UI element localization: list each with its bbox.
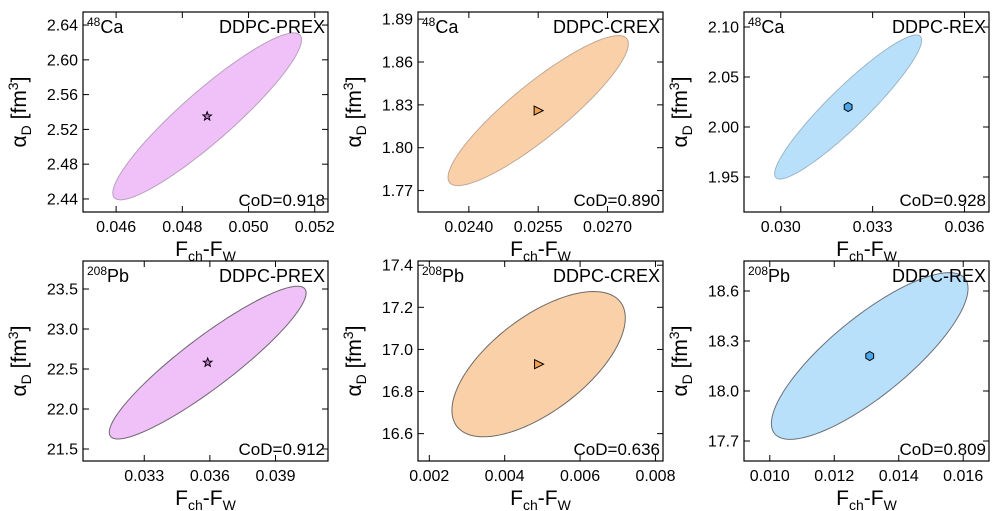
y-axis-label: αD [fm3] bbox=[666, 77, 695, 148]
y-tick-label: 23.0 bbox=[47, 322, 78, 339]
cod-label: CoD=0.918 bbox=[239, 191, 325, 210]
cod-label: CoD=0.636 bbox=[574, 440, 660, 459]
y-tick-label: 1.77 bbox=[382, 183, 413, 200]
y-tick-label: 22.0 bbox=[47, 402, 78, 419]
x-tick-label: 0.010 bbox=[750, 468, 790, 485]
nucleus-label: 48Ca bbox=[87, 15, 124, 37]
y-tick-label: 1.80 bbox=[382, 140, 413, 157]
y-tick-label: 1.86 bbox=[382, 55, 413, 72]
x-tick-label: 0.046 bbox=[96, 219, 136, 236]
center-marker bbox=[201, 110, 213, 122]
y-tick-label: 23.5 bbox=[47, 282, 78, 299]
y-tick-label: 2.64 bbox=[47, 18, 78, 35]
y-tick-label: 2.60 bbox=[47, 52, 78, 69]
model-label: DDPC-REX bbox=[892, 17, 986, 37]
x-tick-label: 0.033 bbox=[124, 468, 164, 485]
y-tick-label: 1.95 bbox=[708, 170, 739, 187]
x-tick-label: 0.052 bbox=[295, 219, 335, 236]
center-marker bbox=[843, 101, 853, 113]
model-label: DDPC-PREX bbox=[219, 17, 325, 37]
model-label: DDPC-CREX bbox=[553, 17, 660, 37]
nucleus-label: 48Ca bbox=[748, 15, 785, 37]
y-tick-label: 1.89 bbox=[382, 12, 413, 29]
chart-panel-2: 0.0240 0.0255 0.0270 1.77 1.80 1.83 1.86 1.89 Fc… bbox=[340, 11, 664, 264]
x-tick-label: 0.039 bbox=[255, 468, 295, 485]
chart-panel-6: 0.010 0.012 0.014 0.016 17.7 18.0 18.3 18.6 Fch-… bbox=[666, 260, 990, 511]
cod-label: CoD=0.928 bbox=[900, 191, 986, 210]
y-tick-label: 22.5 bbox=[47, 362, 78, 379]
plot-frame bbox=[743, 11, 990, 213]
y-tick-label: 16.8 bbox=[382, 384, 413, 401]
cod-label: CoD=0.912 bbox=[239, 440, 325, 459]
y-tick-label: 17.2 bbox=[382, 300, 413, 317]
y-tick-label: 18.6 bbox=[708, 284, 739, 301]
x-axis-label: Fch-FW bbox=[510, 238, 571, 264]
y-tick-label: 1.83 bbox=[382, 97, 413, 114]
y-axis-label: αD [fm3] bbox=[5, 326, 34, 397]
nucleus-label: 208Pb bbox=[422, 264, 464, 286]
model-label: DDPC-REX bbox=[892, 266, 986, 286]
model-label: DDPC-CREX bbox=[553, 266, 660, 286]
cod-label: CoD=0.809 bbox=[900, 440, 986, 459]
y-tick-label: 21.5 bbox=[47, 442, 78, 459]
x-tick-label: 0.036 bbox=[944, 219, 984, 236]
y-axis-label: αD [fm3] bbox=[5, 77, 34, 148]
x-tick-label: 0.008 bbox=[635, 468, 675, 485]
chart-panel-4: 0.033 0.036 0.039 21.5 22.0 22.5 23.0 23.5 Fch-F… bbox=[5, 260, 329, 511]
x-tick-label: 0.006 bbox=[560, 468, 600, 485]
x-tick-label: 0.030 bbox=[761, 219, 801, 236]
y-tick-label: 17.7 bbox=[708, 434, 739, 451]
center-marker bbox=[533, 105, 545, 116]
x-tick-label: 0.0270 bbox=[583, 219, 632, 236]
chart-panel-5: 0.002 0.004 0.006 0.008 16.6 16.8 17.0 17.2 17.4… bbox=[340, 258, 676, 511]
x-tick-label: 0.036 bbox=[190, 468, 230, 485]
x-tick-label: 0.0255 bbox=[514, 219, 563, 236]
x-tick-label: 0.014 bbox=[879, 468, 919, 485]
plot-frame bbox=[82, 11, 329, 213]
cod-label: CoD=0.890 bbox=[574, 191, 660, 210]
y-tick-label: 2.05 bbox=[708, 70, 739, 87]
plot-frame bbox=[743, 260, 990, 462]
x-tick-label: 0.048 bbox=[162, 219, 202, 236]
y-tick-label: 2.00 bbox=[708, 120, 739, 137]
y-tick-label: 18.0 bbox=[708, 384, 739, 401]
y-axis-label: αD [fm3] bbox=[340, 77, 369, 148]
x-tick-label: 0.033 bbox=[853, 219, 893, 236]
nucleus-label: 208Pb bbox=[748, 264, 790, 286]
y-axis-label: αD [fm3] bbox=[340, 326, 369, 397]
model-label: DDPC-PREX bbox=[219, 266, 325, 286]
y-tick-label: 2.44 bbox=[47, 191, 78, 208]
y-tick-label: 17.4 bbox=[382, 258, 413, 275]
x-axis-label: Fch-FW bbox=[836, 238, 897, 264]
plot-frame bbox=[417, 11, 664, 213]
x-axis-label: Fch-FW bbox=[836, 487, 897, 511]
y-tick-label: 2.10 bbox=[708, 20, 739, 37]
y-tick-label: 17.0 bbox=[382, 342, 413, 359]
y-tick-label: 2.56 bbox=[47, 87, 78, 104]
center-marker bbox=[534, 358, 545, 370]
x-tick-label: 0.016 bbox=[943, 468, 983, 485]
plot-frame bbox=[417, 260, 664, 462]
plot-frame bbox=[82, 260, 329, 462]
x-axis-label: Fch-FW bbox=[175, 487, 236, 511]
y-tick-label: 2.48 bbox=[47, 157, 78, 174]
x-tick-label: 0.0240 bbox=[444, 219, 493, 236]
y-tick-label: 16.6 bbox=[382, 426, 413, 443]
x-tick-label: 0.050 bbox=[229, 219, 269, 236]
x-tick-label: 0.012 bbox=[814, 468, 854, 485]
chart-panel-3: 0.030 0.033 0.036 1.95 2.00 2.05 2.10 Fch-FW αD … bbox=[666, 11, 990, 264]
y-tick-label: 2.52 bbox=[47, 122, 78, 139]
x-axis-label: Fch-FW bbox=[175, 238, 236, 264]
y-tick-label: 18.3 bbox=[708, 334, 739, 351]
center-marker bbox=[865, 350, 875, 362]
nucleus-label: 208Pb bbox=[87, 264, 129, 286]
x-tick-label: 0.004 bbox=[485, 468, 525, 485]
x-axis-label: Fch-FW bbox=[510, 487, 571, 511]
chart-panel-1: 0.046 0.048 0.050 0.052 2.44 2.48 2.52 2.56 2.60… bbox=[5, 11, 335, 264]
y-axis-label: αD [fm3] bbox=[666, 326, 695, 397]
center-marker bbox=[202, 356, 214, 368]
x-tick-label: 0.002 bbox=[409, 468, 449, 485]
nucleus-label: 48Ca bbox=[422, 15, 459, 37]
